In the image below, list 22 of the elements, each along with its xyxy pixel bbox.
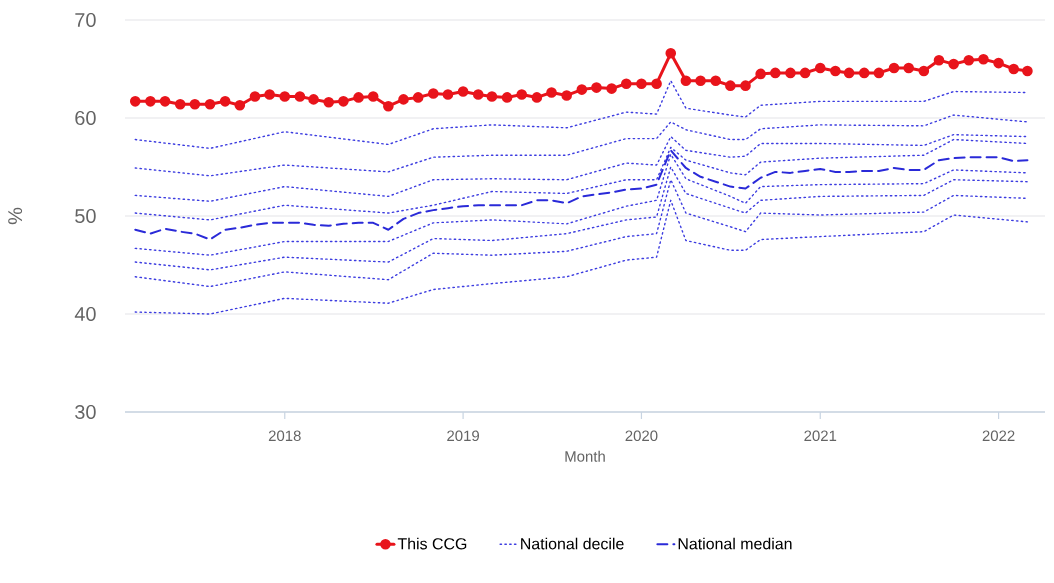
- y-tick-label: 60: [75, 110, 96, 126]
- x-axis-title: Month: [565, 450, 605, 462]
- line-series: [134, 153, 1029, 256]
- x-tick-label: 2020: [625, 430, 658, 442]
- y-tick-label: 40: [74, 306, 96, 322]
- line-series: [134, 199, 1029, 315]
- y-tick-label: 30: [75, 404, 96, 420]
- line-series: [134, 179, 1029, 288]
- x-tick-label: 2022: [982, 430, 1015, 442]
- legend-label: This CCG: [397, 537, 467, 550]
- line-series: [134, 133, 1029, 202]
- line-series: [134, 166, 1029, 271]
- x-tick-label: 2019: [447, 430, 479, 442]
- y-tick-label: 50: [75, 208, 96, 224]
- y-axis-title: %: [8, 207, 23, 225]
- line-series: [134, 138, 1029, 221]
- legend-label: National median: [678, 537, 792, 550]
- x-tick-label: 2021: [804, 430, 837, 442]
- x-tick-label: 2018: [268, 430, 301, 442]
- legend-label: National decile: [521, 537, 624, 550]
- y-tick-label: 70: [75, 12, 96, 28]
- line-series: [134, 114, 1029, 177]
